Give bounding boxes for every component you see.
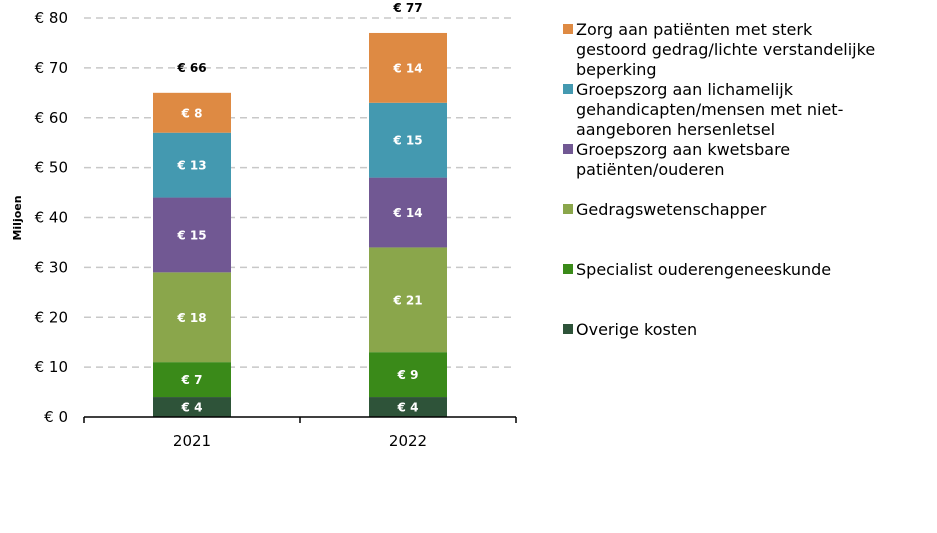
y-tick-label: € 50 bbox=[35, 159, 68, 177]
y-tick-label: € 40 bbox=[35, 209, 68, 227]
legend-swatch bbox=[563, 144, 573, 154]
bar-segment bbox=[369, 247, 447, 353]
data-label: € 4 bbox=[181, 401, 203, 415]
y-tick-label: € 0 bbox=[44, 408, 68, 426]
bars: € 4 € 7 € 18 € 15 € 13 € 8 € 66 € 4 € 9 € 21 € 14 €… bbox=[153, 1, 447, 417]
bar-segment bbox=[153, 92, 231, 133]
data-label: € 15 bbox=[392, 134, 422, 148]
legend-label: aangeboren hersenletsel bbox=[576, 120, 775, 139]
bar-segment bbox=[369, 102, 447, 178]
legend-label: Zorg aan patiënten met sterk bbox=[576, 20, 813, 39]
data-label: € 8 bbox=[181, 106, 203, 120]
bar-segment bbox=[153, 362, 231, 398]
data-label: € 4 bbox=[397, 401, 419, 415]
total-label: € 77 bbox=[392, 1, 422, 15]
legend-label: Overige kosten bbox=[576, 320, 697, 339]
total-label: € 66 bbox=[176, 61, 206, 75]
x-axis: 2021 2022 bbox=[83, 416, 517, 450]
legend-label: Groepszorg aan kwetsbare bbox=[576, 140, 790, 159]
bar-segment bbox=[369, 397, 447, 417]
legend-label: beperking bbox=[576, 60, 657, 79]
y-tick-label: € 10 bbox=[35, 358, 68, 376]
legend-label: Groepszorg aan lichamelijk bbox=[576, 80, 794, 99]
x-tick-label: 2022 bbox=[389, 432, 427, 450]
x-tick-label: 2021 bbox=[173, 432, 211, 450]
y-tick-label: € 30 bbox=[35, 258, 68, 276]
legend-label: Specialist ouderengeneeskunde bbox=[576, 260, 831, 279]
data-label: € 13 bbox=[176, 159, 206, 173]
legend-swatch bbox=[563, 324, 573, 334]
data-label: € 14 bbox=[392, 206, 422, 220]
data-label: € 7 bbox=[181, 373, 203, 387]
y-tick-label: € 60 bbox=[35, 109, 68, 127]
data-label: € 21 bbox=[392, 293, 422, 307]
bar-segment bbox=[153, 397, 231, 417]
y-axis-label: Miljoen bbox=[11, 195, 24, 240]
legend-label: gehandicapten/mensen met niet- bbox=[576, 100, 843, 119]
data-label: € 18 bbox=[176, 311, 206, 325]
data-label: € 9 bbox=[397, 368, 419, 382]
y-tick-label: € 70 bbox=[35, 59, 68, 77]
y-axis-ticks: € 0 € 10 € 20 € 30 € 40 € 50 € 60 € 70 € 80 bbox=[35, 9, 68, 426]
bar-segment bbox=[369, 352, 447, 398]
legend-label: patiënten/ouderen bbox=[576, 160, 724, 179]
bar-segment bbox=[153, 132, 231, 198]
bar-segment bbox=[369, 32, 447, 103]
legend-swatch bbox=[563, 24, 573, 34]
data-label: € 14 bbox=[392, 61, 422, 75]
legend-swatch bbox=[563, 264, 573, 274]
legend-swatch bbox=[563, 84, 573, 94]
bar-segment bbox=[369, 177, 447, 248]
y-tick-label: € 80 bbox=[35, 9, 68, 27]
y-tick-label: € 20 bbox=[35, 308, 68, 326]
legend-label: gestoord gedrag/lichte verstandelijke bbox=[576, 40, 875, 59]
bar-segment bbox=[153, 272, 231, 363]
data-label: € 15 bbox=[176, 228, 206, 242]
bar-segment bbox=[153, 197, 231, 273]
legend-label: Gedragswetenschapper bbox=[576, 200, 767, 219]
legend-swatch bbox=[563, 204, 573, 214]
gridlines bbox=[84, 17, 516, 368]
